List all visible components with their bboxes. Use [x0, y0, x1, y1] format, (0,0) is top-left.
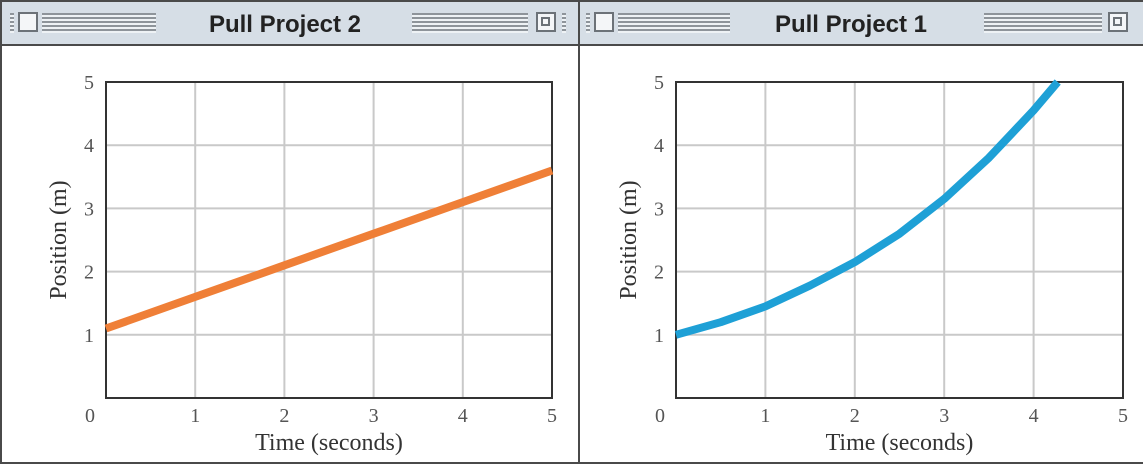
chart-pull-project-2: 0 1 2 3 4 5 1 2 3 4 5 Time (seconds) Position (m)	[46, 72, 557, 456]
zoom-box-icon[interactable]	[1108, 12, 1128, 32]
series	[674, 79, 1061, 339]
y-tick-label: 1	[654, 325, 664, 347]
window-title: Pull Project 2	[208, 11, 362, 38]
x-axis-ticks: 0 1 2 3 4 5	[655, 405, 1128, 427]
x-axis-ticks: 0 1 2 3 4 5	[85, 405, 557, 427]
chart-pull-project-1: 0 1 2 3 4 5 1 2 3 4 5 Time (seconds) Position (m)	[616, 72, 1128, 456]
titlebar[interactable]: Pull Project 1	[580, 2, 1143, 46]
x-axis-label: Time (seconds)	[826, 430, 974, 456]
window-pull-project-1: Pull Project 1 0 1 2 3 4 5 1 2 3 4 5 Time (second…	[580, 2, 1143, 462]
grid	[676, 82, 1123, 398]
window-title: Pull Project 1	[774, 11, 928, 38]
titlebar-grip	[562, 13, 566, 33]
x-tick-label: 3	[939, 405, 949, 427]
grid	[106, 82, 552, 398]
titlebar-stripes	[412, 13, 528, 33]
x-tick-label: 5	[547, 405, 557, 427]
x-tick-label: 1	[190, 405, 200, 427]
window-pull-project-2: Pull Project 2 0 1 2 3 4 5 1 2 3 4 5 Time (second…	[2, 2, 580, 462]
close-box-icon[interactable]	[18, 12, 38, 32]
series-line	[674, 79, 1061, 339]
x-tick-label: 0	[655, 405, 665, 427]
x-tick-label: 1	[760, 405, 770, 427]
x-tick-label: 5	[1118, 405, 1128, 427]
x-axis-label: Time (seconds)	[255, 430, 403, 456]
y-axis-label: Position (m)	[46, 180, 72, 299]
x-tick-label: 0	[85, 405, 95, 427]
plot-area-frame	[675, 81, 1124, 399]
y-tick-label: 5	[84, 72, 94, 94]
y-tick-label: 5	[654, 72, 664, 94]
y-axis-ticks: 1 2 3 4 5	[84, 72, 94, 347]
series-line	[104, 166, 554, 333]
y-tick-label: 3	[84, 198, 94, 220]
plot-area-frame	[105, 81, 553, 399]
zoom-box-icon[interactable]	[536, 12, 556, 32]
x-tick-label: 4	[458, 405, 468, 427]
y-tick-label: 3	[654, 198, 664, 220]
y-tick-label: 1	[84, 325, 94, 347]
y-tick-label: 2	[654, 262, 664, 284]
x-tick-label: 3	[369, 405, 379, 427]
titlebar-grip	[586, 13, 590, 33]
series	[104, 166, 554, 333]
close-box-icon[interactable]	[594, 12, 614, 32]
titlebar-stripes	[984, 13, 1102, 33]
titlebar-stripes	[42, 13, 156, 33]
y-tick-label: 4	[84, 135, 94, 157]
x-tick-label: 2	[279, 405, 289, 427]
x-tick-label: 2	[850, 405, 860, 427]
titlebar[interactable]: Pull Project 2	[2, 2, 578, 46]
y-tick-label: 2	[84, 262, 94, 284]
y-axis-ticks: 1 2 3 4 5	[654, 72, 664, 347]
titlebar-grip	[10, 13, 14, 33]
y-axis-label: Position (m)	[616, 180, 642, 299]
titlebar-stripes	[618, 13, 730, 33]
y-tick-label: 4	[654, 135, 664, 157]
x-tick-label: 4	[1029, 405, 1039, 427]
